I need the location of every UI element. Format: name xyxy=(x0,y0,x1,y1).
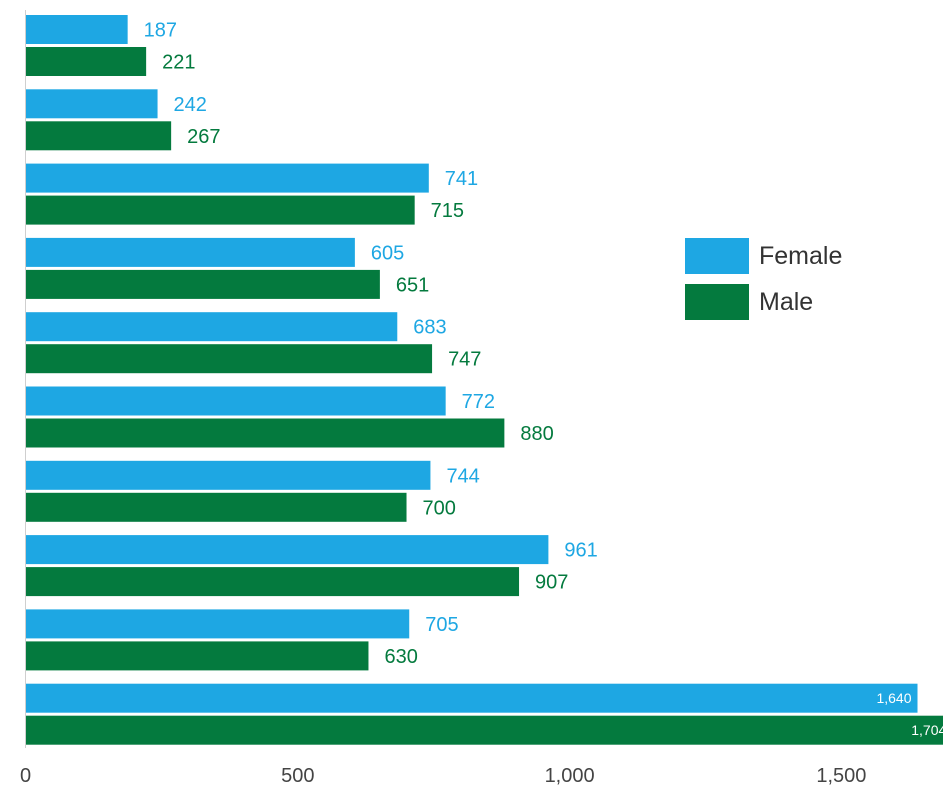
data-label-male-4: 651 xyxy=(396,274,429,296)
bar-male-4 xyxy=(26,270,380,299)
data-label-male-2: 267 xyxy=(187,126,220,148)
data-label-female-6: 772 xyxy=(462,391,495,413)
bars-group xyxy=(26,15,943,745)
data-label-male-7: 700 xyxy=(423,497,456,519)
data-label-male-5: 747 xyxy=(448,349,481,371)
x-axis-ticks: 0 500 1,000 1,500 xyxy=(20,765,866,787)
x-tick-label-500: 500 xyxy=(281,765,314,787)
x-tick-label-1000: 1,000 xyxy=(545,765,595,787)
bar-male-5 xyxy=(26,344,432,373)
x-tick-label-0: 0 xyxy=(20,765,31,787)
legend-label-female: Female xyxy=(759,242,842,271)
data-label-male-1: 221 xyxy=(162,52,195,74)
bar-female-6 xyxy=(26,387,446,416)
data-label-male-6: 880 xyxy=(520,423,553,445)
legend-swatch-female xyxy=(685,238,749,274)
data-label-male-10: 1,704 xyxy=(911,722,943,738)
bar-female-4 xyxy=(26,238,355,267)
data-label-male-8: 907 xyxy=(535,572,568,594)
data-label-female-2: 242 xyxy=(174,94,207,116)
bar-male-1 xyxy=(26,47,146,76)
data-label-female-9: 705 xyxy=(425,614,458,636)
bar-female-8 xyxy=(26,535,548,564)
data-label-female-4: 605 xyxy=(371,242,404,264)
x-tick-label-1500: 1,500 xyxy=(816,765,866,787)
legend: Female Male xyxy=(685,233,842,325)
data-label-female-1: 187 xyxy=(144,20,177,42)
bar-male-10 xyxy=(26,716,943,745)
bar-male-3 xyxy=(26,196,415,225)
bar-female-10 xyxy=(26,684,918,713)
data-label-male-9: 630 xyxy=(384,646,417,668)
bar-male-8 xyxy=(26,567,519,596)
data-label-female-7: 744 xyxy=(446,465,479,487)
bar-female-3 xyxy=(26,164,429,193)
data-label-female-8: 961 xyxy=(564,540,597,562)
bar-male-9 xyxy=(26,641,368,670)
data-label-male-3: 715 xyxy=(431,200,464,222)
legend-swatch-male xyxy=(685,284,749,320)
legend-label-male: Male xyxy=(759,288,813,317)
bar-male-6 xyxy=(26,419,504,448)
bar-male-7 xyxy=(26,493,407,522)
bar-female-9 xyxy=(26,609,409,638)
bar-female-5 xyxy=(26,312,397,341)
data-label-female-5: 683 xyxy=(413,317,446,339)
legend-item-female: Female xyxy=(685,233,842,279)
data-label-female-3: 741 xyxy=(445,168,478,190)
bar-female-7 xyxy=(26,461,430,490)
legend-item-male: Male xyxy=(685,279,842,325)
data-label-female-10: 1,640 xyxy=(876,690,911,706)
bar-female-2 xyxy=(26,89,158,118)
bar-male-2 xyxy=(26,121,171,150)
bar-female-1 xyxy=(26,15,128,44)
